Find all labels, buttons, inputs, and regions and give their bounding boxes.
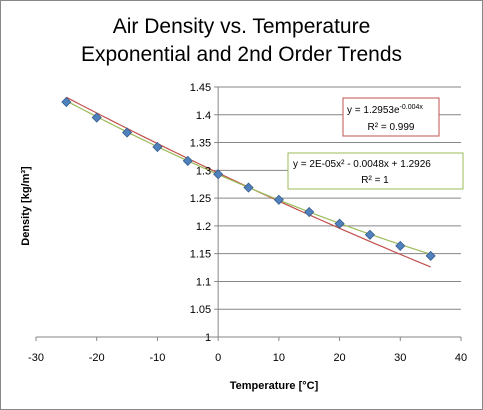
y-tick-label: 1.3 — [196, 165, 211, 177]
chart-title-line-1: Air Density vs. Temperature — [112, 15, 371, 38]
data-point — [243, 182, 254, 193]
data-point — [61, 96, 72, 108]
exp-equation-exponent: -0.004x — [400, 104, 424, 111]
poly-trend-annotation: y = 2E-05x² - 0.0048x + 1.2926 R² = 1 — [287, 152, 464, 190]
y-tick-label: 1.15 — [190, 249, 211, 261]
data-point — [304, 206, 315, 218]
x-tick-label: -20 — [89, 352, 105, 364]
poly-equation: y = 2E-05x² - 0.0048x + 1.2926 — [293, 159, 431, 170]
y-tick-label: 1.05 — [190, 304, 211, 316]
data-point — [213, 169, 224, 180]
x-tick-label: 40 — [455, 352, 467, 364]
y-tick-label: 1 — [205, 332, 211, 344]
data-point — [182, 155, 193, 166]
data-points — [61, 96, 436, 261]
data-point — [152, 141, 163, 153]
x-tick-label: 0 — [215, 352, 221, 364]
exp-r-squared: R² = 0.999 — [368, 122, 415, 133]
data-point — [364, 229, 375, 240]
y-tick-label: 1.1 — [196, 276, 211, 288]
data-point — [122, 127, 133, 138]
exp-equation-main: y = 1.2953e — [347, 105, 400, 116]
y-tick-label: 1.35 — [190, 138, 211, 150]
data-point — [395, 240, 406, 251]
exp-annotation-box — [342, 97, 440, 137]
data-point — [425, 250, 436, 261]
exp-trend-annotation: y = 1.2953e-0.004x R² = 0.999 — [342, 97, 440, 137]
y-axis-label: Density [kg/m³] — [20, 166, 32, 246]
y-tick-label: 1.25 — [190, 193, 211, 205]
data-point — [91, 112, 102, 123]
data-point — [273, 194, 284, 205]
x-tick-label: 30 — [394, 352, 406, 364]
x-tick-label: 20 — [333, 352, 345, 364]
chart-title-line-2: Exponential and 2nd Order Trends — [80, 43, 403, 66]
exp-equation: y = 1.2953e-0.004x — [347, 104, 423, 116]
y-tick-label: 1.2 — [196, 221, 211, 233]
x-tick-label: 10 — [273, 352, 285, 364]
tick-labels: 1 1.05 1.1 1.15 1.2 1.25 1.3 1.35 1.4 1.45 -30 -20 -… — [28, 82, 467, 364]
data-point — [334, 218, 345, 229]
y-tick-label: 1.45 — [190, 82, 211, 94]
poly-r-squared: R² = 1 — [361, 175, 389, 186]
x-axis-label: Temperature [°C] — [230, 380, 319, 392]
poly-annotation-box — [287, 152, 464, 190]
x-tick-label: -10 — [149, 352, 165, 364]
chart-title: Air Density vs. Temperature Exponential … — [1, 13, 482, 69]
x-tick-label: -30 — [28, 352, 44, 364]
y-tick-label: 1.4 — [196, 110, 211, 122]
axes — [35, 86, 462, 341]
